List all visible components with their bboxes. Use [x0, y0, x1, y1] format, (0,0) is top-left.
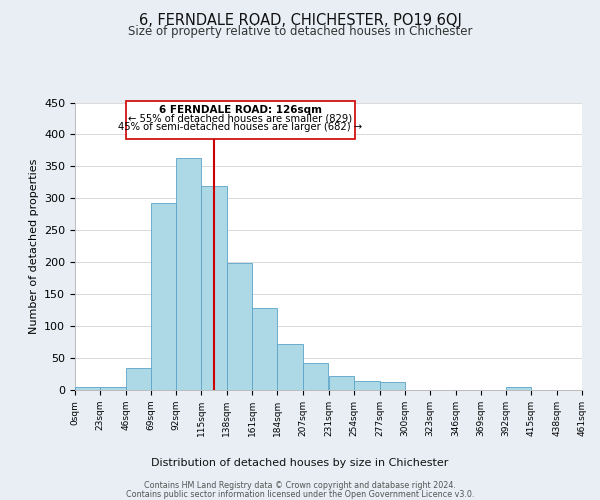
FancyBboxPatch shape — [125, 101, 355, 139]
Bar — [202, 186, 227, 390]
Bar — [355, 381, 380, 390]
Bar — [380, 382, 405, 390]
Bar — [252, 308, 277, 390]
Text: 6 FERNDALE ROAD: 126sqm: 6 FERNDALE ROAD: 126sqm — [159, 105, 322, 115]
Text: Distribution of detached houses by size in Chichester: Distribution of detached houses by size … — [151, 458, 449, 468]
Text: Size of property relative to detached houses in Chichester: Size of property relative to detached ho… — [128, 25, 472, 38]
Bar — [277, 344, 302, 390]
Bar — [75, 387, 100, 390]
Text: 6, FERNDALE ROAD, CHICHESTER, PO19 6QJ: 6, FERNDALE ROAD, CHICHESTER, PO19 6QJ — [139, 12, 461, 28]
Bar — [506, 387, 532, 390]
Text: ← 55% of detached houses are smaller (829): ← 55% of detached houses are smaller (82… — [128, 114, 353, 124]
Text: 45% of semi-detached houses are larger (682) →: 45% of semi-detached houses are larger (… — [118, 122, 362, 132]
Bar — [176, 158, 202, 390]
Bar — [100, 387, 125, 390]
Bar — [151, 203, 176, 390]
Text: Contains HM Land Registry data © Crown copyright and database right 2024.: Contains HM Land Registry data © Crown c… — [144, 481, 456, 490]
Text: Contains public sector information licensed under the Open Government Licence v3: Contains public sector information licen… — [126, 490, 474, 499]
Bar — [227, 263, 252, 390]
Bar — [302, 363, 328, 390]
Y-axis label: Number of detached properties: Number of detached properties — [29, 158, 38, 334]
Bar — [329, 376, 355, 390]
Bar — [125, 368, 151, 390]
